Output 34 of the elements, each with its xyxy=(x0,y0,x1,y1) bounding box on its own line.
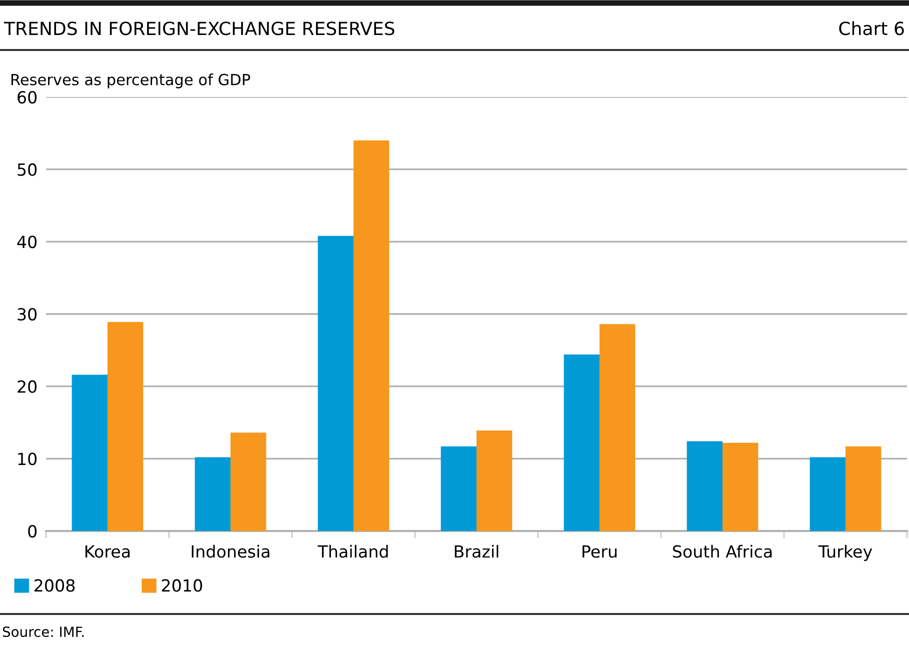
bar xyxy=(846,446,882,531)
source-note: Source: IMF. xyxy=(2,626,84,638)
bar xyxy=(564,354,600,531)
bar xyxy=(722,442,758,531)
bar xyxy=(810,457,846,531)
y-tick-label: 50 xyxy=(18,163,37,176)
bar xyxy=(354,140,390,531)
bar xyxy=(476,430,512,531)
bar xyxy=(194,457,230,531)
legend-label: 2008 xyxy=(34,579,75,592)
bar xyxy=(600,324,636,531)
bar xyxy=(72,374,108,531)
bar xyxy=(108,322,144,531)
y-tick-label: 60 xyxy=(18,90,37,104)
bar xyxy=(686,441,722,531)
x-tick-label: Brazil xyxy=(454,544,498,558)
chart-title: TRENDS IN FOREIGN-EXCHANGE RESERVES xyxy=(4,22,394,36)
x-tick-label: South Africa xyxy=(672,544,772,558)
y-tick-label: 40 xyxy=(17,236,37,248)
y-axis-title: Reserves as percentage of GDP xyxy=(12,74,250,88)
bar xyxy=(318,236,354,531)
bar xyxy=(440,446,476,531)
x-tick-label: Korea xyxy=(86,545,130,558)
x-tick-label: Indonesia xyxy=(192,544,270,558)
x-tick-label: Peru xyxy=(582,545,617,558)
y-tick-label: 10 xyxy=(18,452,37,466)
y-tick-label: 20 xyxy=(18,380,37,393)
x-tick-label: Turkey xyxy=(818,544,872,562)
x-tick-label: Thailand xyxy=(318,544,388,558)
chart-subtitle: Chart 6 xyxy=(839,21,904,36)
legend-label: 2010 xyxy=(162,579,202,592)
bar xyxy=(230,432,266,531)
y-tick-label: 0 xyxy=(28,524,37,538)
y-tick-label: 30 xyxy=(18,308,37,321)
